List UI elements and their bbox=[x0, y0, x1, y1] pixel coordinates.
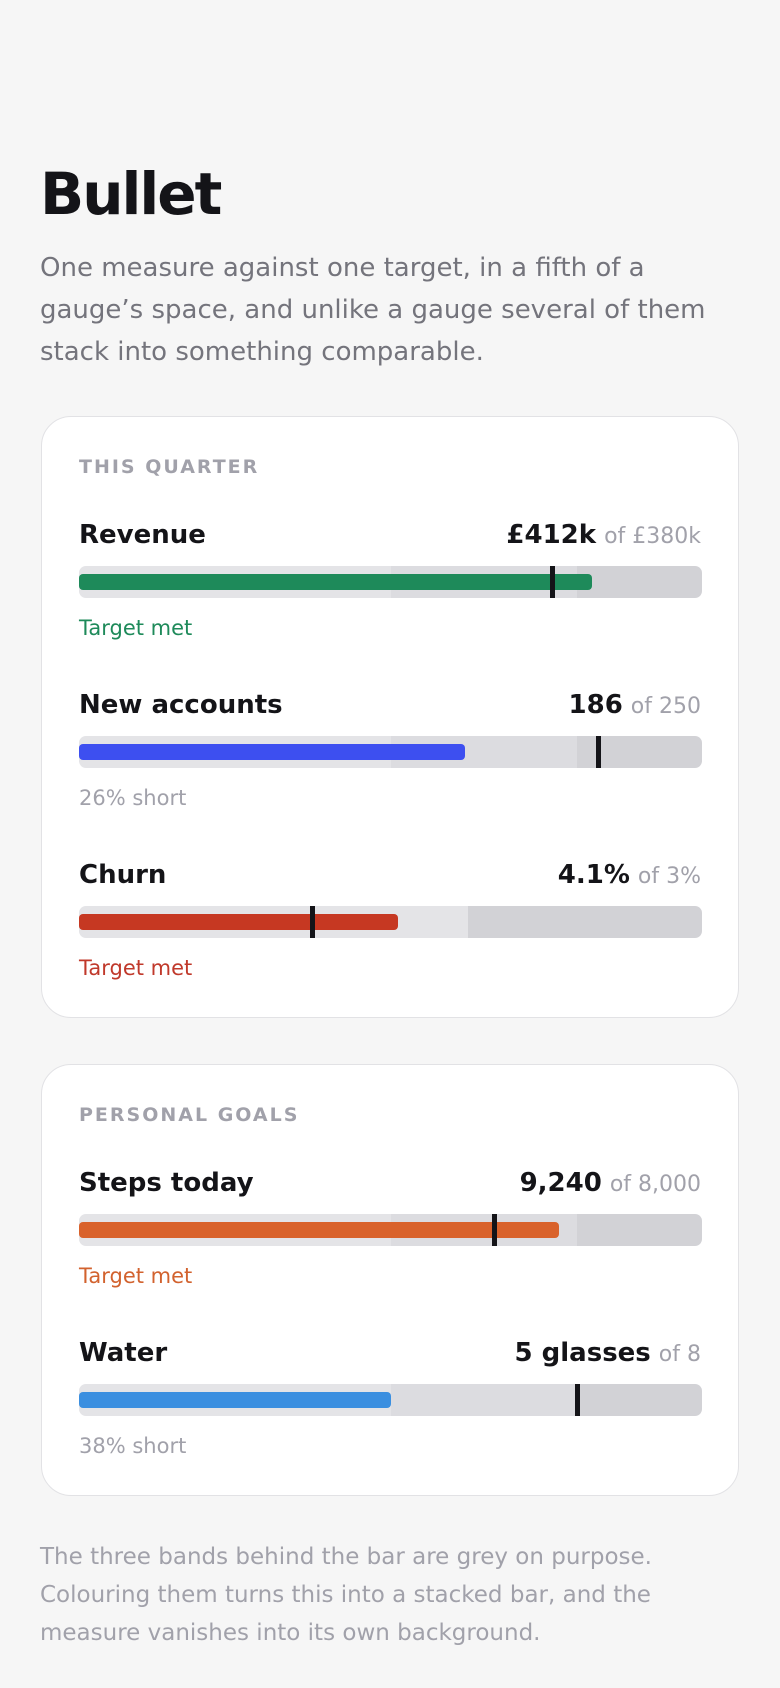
range-band bbox=[577, 1214, 702, 1246]
target-marker bbox=[574, 1384, 580, 1416]
measure-bar bbox=[79, 744, 466, 760]
range-band bbox=[577, 1384, 702, 1416]
measure-bar bbox=[79, 914, 399, 930]
target-label: of 8,000 bbox=[609, 1172, 701, 1197]
page-title: Bullet bbox=[40, 160, 222, 228]
bullet-track bbox=[79, 1384, 702, 1416]
target-marker bbox=[310, 906, 316, 938]
card-title: THIS QUARTER bbox=[79, 456, 260, 478]
target-marker bbox=[549, 566, 555, 598]
range-band bbox=[577, 566, 702, 598]
bullet-track bbox=[79, 906, 702, 938]
measure-bar bbox=[79, 1392, 391, 1408]
value-label: 186 bbox=[568, 690, 623, 720]
metric-name: Water bbox=[79, 1338, 168, 1368]
value-label: 4.1% bbox=[557, 860, 630, 890]
status-text: Target met bbox=[79, 956, 193, 980]
bullet-track bbox=[79, 566, 702, 598]
status-text: 26% short bbox=[79, 786, 187, 810]
status-text: Target met bbox=[79, 616, 193, 640]
metric-name: New accounts bbox=[79, 690, 283, 720]
bullet-card: PERSONAL GOALS Steps today 9,240 of 8,000 Ta… bbox=[41, 1064, 739, 1496]
metric-value: 5 glasses of 8 bbox=[515, 1336, 701, 1373]
page-subtitle: One measure against one target, in a fif… bbox=[40, 253, 706, 367]
card-title: PERSONAL GOALS bbox=[79, 1104, 300, 1126]
target-marker bbox=[595, 736, 601, 768]
target-label: of 3% bbox=[637, 864, 701, 889]
metric-name: Revenue bbox=[79, 520, 206, 550]
metric-value: 4.1% of 3% bbox=[558, 858, 701, 895]
metric-name: Churn bbox=[79, 860, 167, 890]
metric-value: 186 of 250 bbox=[569, 688, 701, 725]
measure-bar bbox=[79, 574, 593, 590]
footer-note: The three bands behind the bar are grey … bbox=[40, 1544, 652, 1646]
target-label: of £380k bbox=[604, 524, 701, 549]
metric-value: 9,240 of 8,000 bbox=[520, 1166, 701, 1203]
measure-bar bbox=[79, 1222, 559, 1238]
value-label: £412k bbox=[506, 520, 597, 550]
target-label: of 250 bbox=[630, 694, 701, 719]
value-label: 9,240 bbox=[519, 1168, 602, 1198]
bullet-track bbox=[79, 736, 702, 768]
range-band bbox=[468, 906, 702, 938]
range-band bbox=[390, 1384, 578, 1416]
metric-name: Steps today bbox=[79, 1168, 254, 1198]
status-text: 38% short bbox=[79, 1434, 187, 1458]
target-label: of 8 bbox=[658, 1342, 701, 1367]
bullet-card: THIS QUARTER Revenue £412k of £380k Target m… bbox=[41, 416, 739, 1018]
value-label: 5 glasses bbox=[514, 1338, 651, 1368]
bullet-track bbox=[79, 1214, 702, 1246]
status-text: Target met bbox=[79, 1264, 193, 1288]
metric-value: £412k of £380k bbox=[506, 518, 701, 555]
target-marker bbox=[491, 1214, 497, 1246]
